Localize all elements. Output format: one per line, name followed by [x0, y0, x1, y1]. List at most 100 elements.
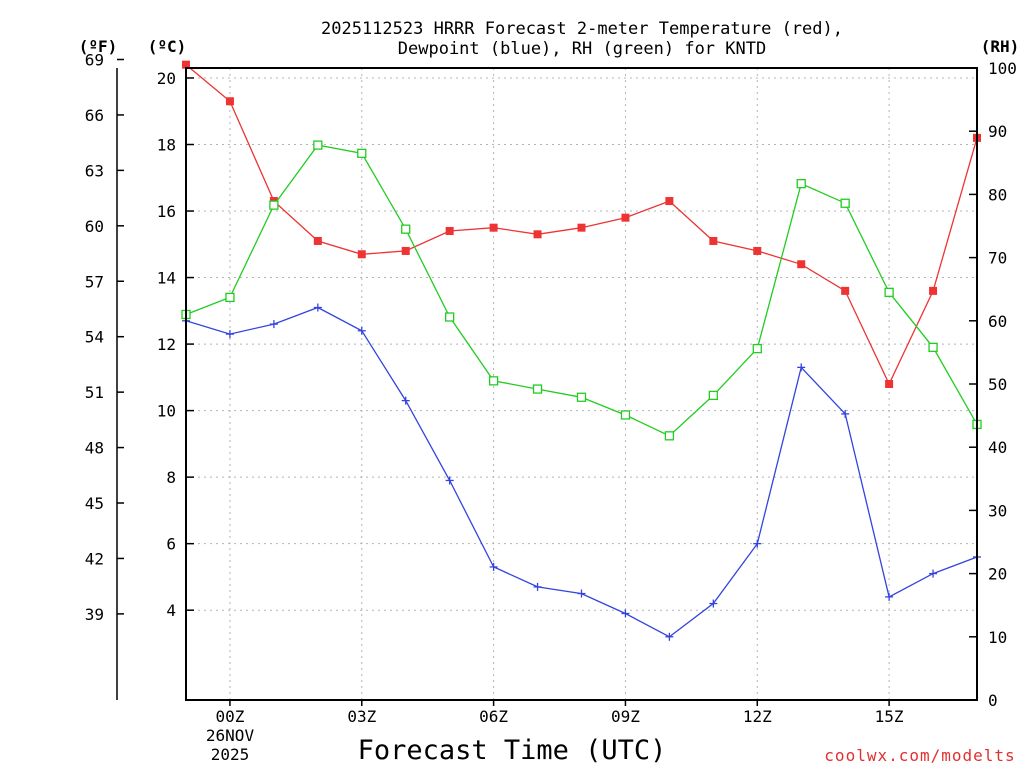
fahrenheit-tick-label: 63 [85, 161, 104, 180]
rh-point [401, 224, 411, 234]
rh-point [796, 179, 806, 189]
fahrenheit-tick-label: 54 [85, 328, 104, 347]
fahrenheit-tick-label: 60 [85, 217, 104, 236]
dewpoint-line [185, 306, 978, 638]
temperature-point [885, 380, 894, 388]
x-tick-label: 12Z [743, 707, 772, 726]
chart-title-line2: Dewpoint (blue), RH (green) for KNTD [398, 39, 766, 59]
x-tick-label: 00Z [215, 707, 244, 726]
temperature-point [445, 226, 454, 235]
dewpoint-point [489, 562, 498, 571]
x-tick-label: 09Z [611, 707, 640, 726]
rh-tick-label: 60 [988, 312, 1007, 331]
temperature-point [709, 236, 718, 245]
date-label-line2: 2025 [211, 745, 250, 764]
rh-tick-label: 80 [988, 185, 1007, 204]
dewpoint-point [533, 582, 542, 591]
celsius-tick-label: 4 [166, 601, 176, 620]
rh-point [488, 376, 499, 386]
dewpoint-point [401, 396, 410, 405]
plot-frame [185, 67, 978, 701]
rh-point [708, 390, 718, 401]
fahrenheit-tick-label: 66 [85, 106, 104, 125]
temperature-point [621, 213, 630, 222]
celsius-axis: 4 6 8 10 12 14 16 18 20 [157, 69, 194, 620]
celsius-tick-label: 20 [157, 69, 176, 88]
x-tick-label: 15Z [875, 707, 904, 726]
celsius-unit-label: (ºC) [148, 37, 187, 56]
rh-point [840, 198, 850, 208]
x-axis: 00Z 03Z 06Z 09Z 12Z 15Z [215, 700, 904, 726]
rh-series [181, 140, 982, 441]
rh-point [269, 200, 279, 210]
rh-point [532, 384, 543, 394]
temperature-point [313, 236, 322, 245]
rh-tick-label: 10 [988, 628, 1007, 647]
dewpoint-point [929, 569, 938, 578]
rh-tick-label: 30 [988, 501, 1007, 520]
dewpoint-point [665, 632, 674, 641]
temperature-point [577, 223, 586, 232]
temperature-point [665, 197, 674, 206]
temperature-series [182, 60, 981, 388]
rh-point [445, 312, 455, 322]
rh-unit-label: (RH) [981, 37, 1020, 56]
chart-title-line1: 2025112523 HRRR Forecast 2-meter Tempera… [321, 19, 843, 39]
temperature-point [797, 260, 806, 269]
rh-point [313, 140, 323, 150]
rh-tick-label: 40 [988, 438, 1007, 457]
dewpoint-point [269, 320, 278, 329]
temperature-point [533, 230, 542, 239]
fahrenheit-tick-label: 39 [85, 605, 104, 624]
rh-point [225, 292, 235, 303]
celsius-tick-label: 18 [157, 136, 176, 155]
fahrenheit-tick-label: 48 [85, 439, 104, 458]
rh-point [620, 410, 631, 420]
temperature-point [225, 97, 234, 106]
temperature-point [357, 250, 366, 259]
rh-point [576, 392, 587, 402]
celsius-tick-label: 10 [157, 402, 176, 421]
x-tick-label: 03Z [347, 707, 376, 726]
temperature-point [841, 286, 850, 295]
fahrenheit-tick-label: 57 [85, 272, 104, 291]
rh-tick-label: 90 [988, 122, 1007, 141]
fahrenheit-axis: 39 42 45 48 51 54 57 60 63 66 69 [85, 50, 124, 700]
dewpoint-point [621, 609, 630, 618]
dewpoint-point [357, 326, 366, 335]
rh-tick-label: 50 [988, 375, 1007, 394]
x-axis-label: Forecast Time (UTC) [358, 735, 667, 766]
fahrenheit-unit-label: (ºF) [79, 37, 118, 56]
dewpoint-point [445, 476, 454, 485]
fahrenheit-tick-label: 51 [85, 383, 104, 402]
temperature-point [401, 246, 410, 255]
dewpoint-point [797, 363, 806, 372]
rh-point [928, 342, 938, 352]
rh-point [357, 148, 367, 158]
temperature-point [753, 246, 762, 255]
celsius-tick-label: 6 [166, 535, 176, 554]
rh-tick-label: 100 [988, 59, 1017, 78]
temperature-point [182, 60, 190, 69]
data-series [181, 60, 982, 641]
dewpoint-point [841, 409, 850, 418]
rh-tick-label: 70 [988, 249, 1007, 268]
dewpoint-point [225, 330, 234, 339]
dewpoint-series [182, 303, 981, 641]
x-tick-label: 06Z [479, 707, 508, 726]
date-label-line1: 26NOV [206, 726, 255, 745]
celsius-tick-label: 8 [166, 468, 176, 487]
dewpoint-point [313, 303, 322, 312]
celsius-tick-label: 12 [157, 335, 176, 354]
rh-point [884, 287, 894, 298]
fahrenheit-tick-label: 69 [85, 50, 104, 69]
dewpoint-point [885, 592, 894, 601]
rh-tick-label: 0 [988, 691, 998, 710]
fahrenheit-tick-label: 42 [85, 549, 104, 568]
celsius-tick-label: 14 [157, 269, 176, 288]
rh-line [185, 144, 978, 437]
rh-tick-label: 20 [988, 565, 1007, 584]
rh-point [664, 431, 675, 441]
fahrenheit-tick-label: 45 [85, 494, 104, 513]
